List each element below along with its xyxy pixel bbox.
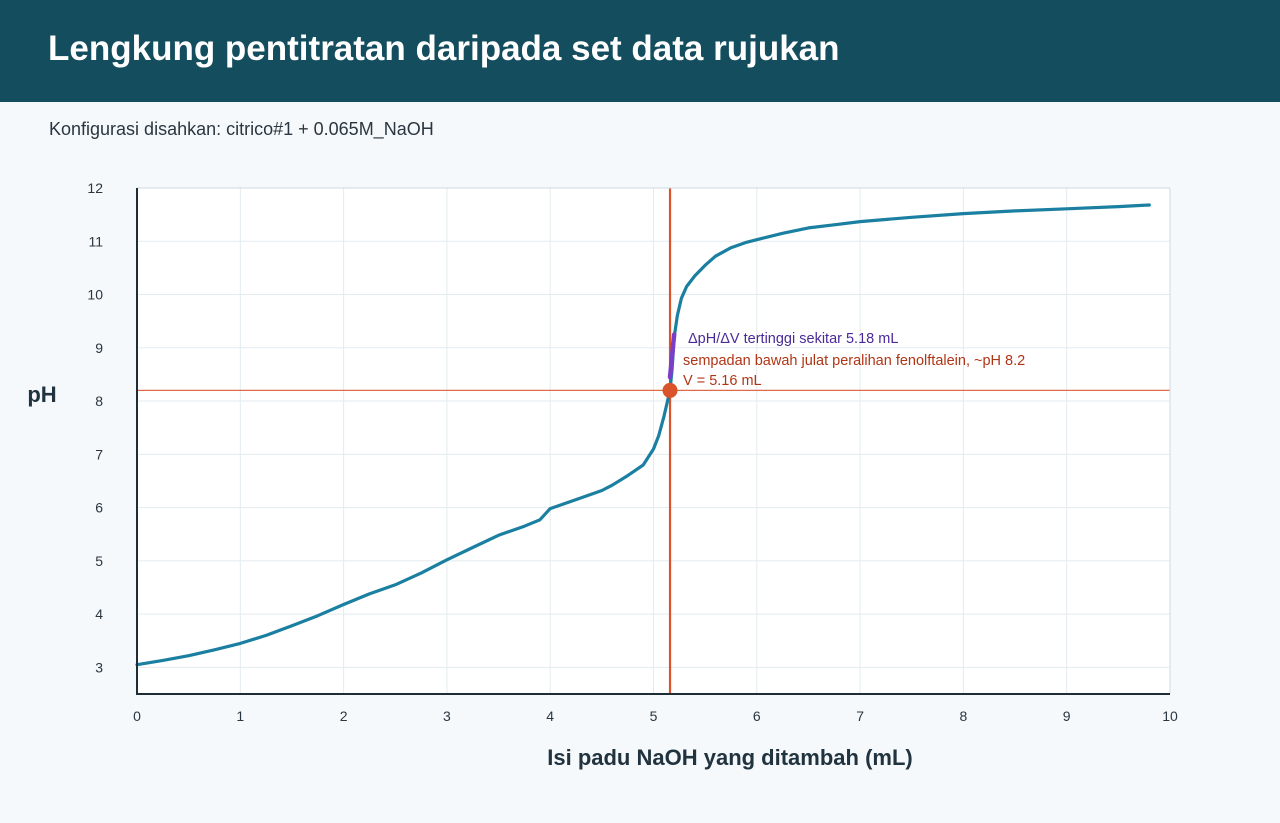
y-tick-label: 5	[95, 553, 103, 569]
y-tick-label: 3	[95, 659, 103, 675]
x-tick-label: 0	[133, 708, 141, 724]
annotation-label: V = 5.16 mL	[683, 373, 762, 389]
series-group	[135, 203, 1151, 667]
y-tick-label: 11	[88, 233, 103, 249]
y-tick-label: 4	[95, 606, 103, 622]
y-tick-label: 7	[95, 446, 103, 462]
x-tick-label: 2	[340, 708, 348, 724]
x-tick-label: 1	[236, 708, 244, 724]
y-tick-label: 9	[95, 340, 103, 356]
x-tick-label: 9	[1063, 708, 1071, 724]
x-tick-label: 6	[753, 708, 761, 724]
page-title: Lengkung pentitratan daripada set data r…	[48, 29, 840, 68]
x-tick-label: 7	[856, 708, 864, 724]
x-tick-label: 4	[546, 708, 554, 724]
y-tick-label: 6	[95, 500, 103, 516]
y-axis-title: pH	[27, 382, 56, 407]
x-axis-title: Isi padu NaOH yang ditambah (mL)	[547, 745, 912, 770]
max-slope-segment	[667, 332, 677, 380]
y-tick-label: 8	[95, 393, 103, 409]
x-tick-label: 10	[1162, 708, 1178, 724]
x-tick-label: 5	[650, 708, 658, 724]
x-tick-label: 3	[443, 708, 451, 724]
equivalence-marker	[662, 382, 678, 398]
header-bar: Lengkung pentitratan daripada set data r…	[0, 0, 1280, 102]
axes	[136, 187, 1171, 695]
page-subtitle: Konfigurasi disahkan: citrico#1 + 0.065M…	[49, 119, 434, 139]
annotation-label: sempadan bawah julat peralihan fenolftal…	[683, 353, 1025, 369]
annotation-label: ΔpH/ΔV tertinggi sekitar 5.18 mL	[688, 331, 898, 347]
annotations: ΔpH/ΔV tertinggi sekitar 5.18 mL sempadan…	[683, 331, 1025, 389]
reference-lines	[137, 188, 1170, 694]
y-tick-label: 12	[87, 180, 103, 196]
x-tick-label: 8	[960, 708, 968, 724]
titration-curve-line	[135, 203, 1151, 667]
y-tick-label: 10	[87, 287, 103, 303]
